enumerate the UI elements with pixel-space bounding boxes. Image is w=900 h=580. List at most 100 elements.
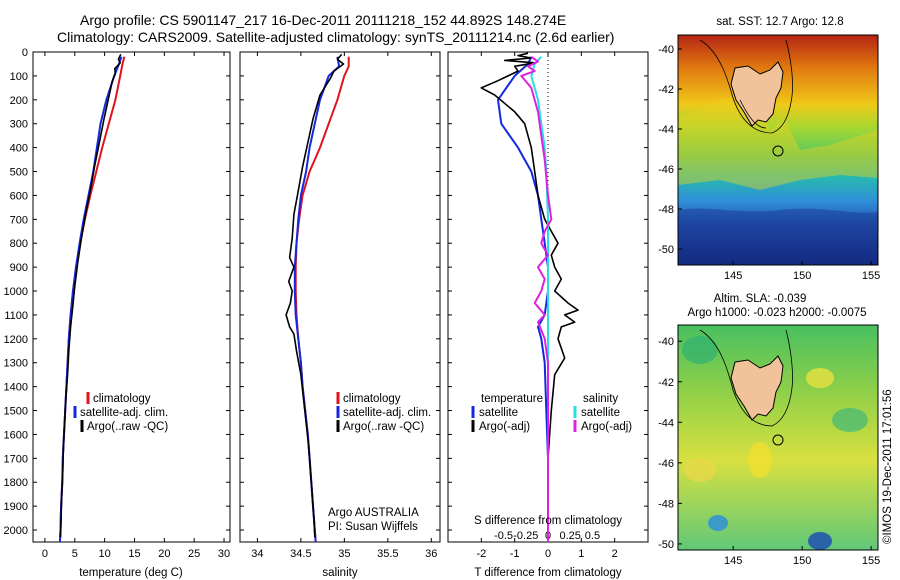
depth-tick-label: 1800 bbox=[4, 477, 28, 489]
map-lon-tick-label: 150 bbox=[793, 555, 811, 567]
x-tick-label: 34 bbox=[251, 548, 263, 560]
sla-low-eddy bbox=[808, 532, 832, 550]
map-lat-tick-label: -40 bbox=[658, 44, 674, 56]
depth-tick-label: 1300 bbox=[4, 358, 28, 370]
sla-high-eddy bbox=[806, 368, 834, 388]
timestamp: ©IMOS 19-Dec-2011 17:01:56 bbox=[882, 389, 894, 544]
series-line bbox=[59, 54, 122, 538]
depth-tick-label: 100 bbox=[10, 71, 28, 83]
map-lat-tick-label: -48 bbox=[658, 498, 674, 510]
sst-cold-band bbox=[678, 208, 878, 265]
figure-title-line2: Climatology: CARS2009. Satellite-adjuste… bbox=[57, 29, 614, 45]
salinity-legend: climatology satellite-adj. clim. Argo(..… bbox=[336, 392, 431, 433]
series-line bbox=[285, 53, 345, 538]
sla-low-eddy bbox=[832, 408, 868, 432]
legend-s-argo-label: Argo(-adj) bbox=[581, 421, 632, 433]
x-tick-label: -1 bbox=[510, 548, 520, 560]
sla-map-title2: Argo h1000: -0.023 h2000: -0.0075 bbox=[687, 307, 866, 319]
sst-map-title: sat. SST: 12.7 Argo: 12.8 bbox=[716, 16, 843, 28]
sla-map-title1: Altim. SLA: -0.039 bbox=[714, 293, 807, 305]
s-diff-tick-label: -0.25 bbox=[513, 530, 538, 542]
difference-series bbox=[480, 52, 579, 542]
temperature-axes bbox=[32, 51, 231, 543]
map-lon-tick-label: 150 bbox=[793, 270, 811, 282]
legend-s-satellite-label: satellite bbox=[581, 407, 620, 419]
depth-tick-label: 1000 bbox=[4, 286, 28, 298]
depth-tick-label: 600 bbox=[10, 190, 28, 202]
legend-satellite-label: satellite-adj. clim. bbox=[80, 407, 168, 419]
s-diff-tick-label: 0.5 bbox=[585, 530, 600, 542]
x-tick-label: 36 bbox=[425, 548, 437, 560]
legend-t-satellite-label: satellite bbox=[479, 407, 518, 419]
depth-tick-label: 300 bbox=[10, 119, 28, 131]
depth-tick-label: 1600 bbox=[4, 429, 28, 441]
x-tick-label: 15 bbox=[128, 548, 140, 560]
x-tick-label: -2 bbox=[476, 548, 486, 560]
map-lon-tick-label: 145 bbox=[724, 555, 742, 567]
t-difference-xlabel: T difference from climatology bbox=[474, 567, 621, 579]
depth-tick-label: 1100 bbox=[4, 310, 28, 322]
temperature-series bbox=[58, 54, 126, 543]
tasmania-landmass bbox=[730, 61, 784, 127]
map-lon-tick-label: 155 bbox=[862, 555, 880, 567]
series-line bbox=[293, 56, 341, 543]
depth-tick-label: 200 bbox=[10, 95, 28, 107]
x-tick-label: 10 bbox=[99, 548, 111, 560]
depth-tick-label: 2000 bbox=[4, 525, 28, 537]
sla-argo-position-marker bbox=[772, 434, 784, 446]
x-tick-label: 0 bbox=[42, 548, 48, 560]
depth-tick-label: 1700 bbox=[4, 453, 28, 465]
salinity-axes bbox=[239, 51, 441, 543]
map-lon-tick-label: 145 bbox=[724, 270, 742, 282]
map-lon-tick-label: 155 bbox=[862, 270, 880, 282]
series-line bbox=[520, 55, 553, 542]
x-tick-label: 35.5 bbox=[377, 548, 398, 560]
sst-isobath-inner bbox=[739, 99, 767, 129]
sst-front-band bbox=[678, 95, 878, 190]
depth-tick-label: 1500 bbox=[4, 406, 28, 418]
x-tick-label: 5 bbox=[72, 548, 78, 560]
sst-map bbox=[677, 34, 879, 266]
legend-argo-label: Argo(..raw -QC) bbox=[87, 421, 168, 433]
sst-isobath bbox=[699, 39, 793, 134]
sla-map-frame bbox=[677, 324, 879, 551]
sst-map-frame bbox=[677, 34, 879, 266]
depth-tick-label: 0 bbox=[22, 47, 28, 59]
salinity-xlabel: salinity bbox=[322, 567, 357, 579]
map-lat-tick-label: -46 bbox=[658, 458, 674, 470]
x-tick-label: 25 bbox=[188, 548, 200, 560]
sst-map-ticks: 145 150 155 -40 -42 -44 -46 -48 -50 bbox=[658, 44, 880, 282]
map-lat-tick-label: -48 bbox=[658, 204, 674, 216]
sla-isobath bbox=[699, 329, 793, 427]
sst-argo-position-marker bbox=[772, 145, 784, 157]
x-tick-label: 2 bbox=[612, 548, 618, 560]
series-line bbox=[58, 56, 123, 543]
depth-tick-label: 500 bbox=[10, 167, 28, 179]
legend-temperature-header: temperature bbox=[481, 393, 543, 405]
map-lat-tick-label: -40 bbox=[658, 336, 674, 348]
map-lat-tick-label: -42 bbox=[658, 84, 674, 96]
sla-low-eddy bbox=[708, 515, 728, 531]
legend-climatology-label: climatology bbox=[343, 393, 401, 405]
sla-map-ticks: 145 150 155 -40 -42 -44 -46 -48 -50 bbox=[658, 336, 880, 567]
s-difference-xlabel: S difference from climatology bbox=[474, 515, 622, 527]
legend-salinity-header: salinity bbox=[583, 393, 618, 405]
x-tick-label: 34.5 bbox=[290, 548, 311, 560]
series-line bbox=[530, 56, 549, 542]
map-lat-tick-label: -46 bbox=[658, 164, 674, 176]
legend-climatology-label: climatology bbox=[93, 393, 151, 405]
legend-satellite-label: satellite-adj. clim. bbox=[343, 407, 431, 419]
x-tick-label: 1 bbox=[578, 548, 584, 560]
difference-legend: temperature salinity satellite Argo(-adj… bbox=[471, 393, 632, 433]
map-lat-tick-label: -42 bbox=[658, 377, 674, 389]
salinity-x-ticks: 34 34.5 35 35.5 36 bbox=[251, 52, 437, 560]
temperature-x-ticks: 0 5 10 15 20 25 30 bbox=[42, 52, 230, 560]
map-lat-tick-label: -50 bbox=[658, 244, 674, 256]
x-tick-label: 0 bbox=[545, 548, 551, 560]
s-diff-tick-label: 0.25 bbox=[560, 530, 581, 542]
x-tick-label: 30 bbox=[218, 548, 230, 560]
depth-tick-label: 400 bbox=[10, 143, 28, 155]
sla-low-eddy bbox=[682, 336, 718, 364]
sla-map bbox=[677, 324, 879, 551]
